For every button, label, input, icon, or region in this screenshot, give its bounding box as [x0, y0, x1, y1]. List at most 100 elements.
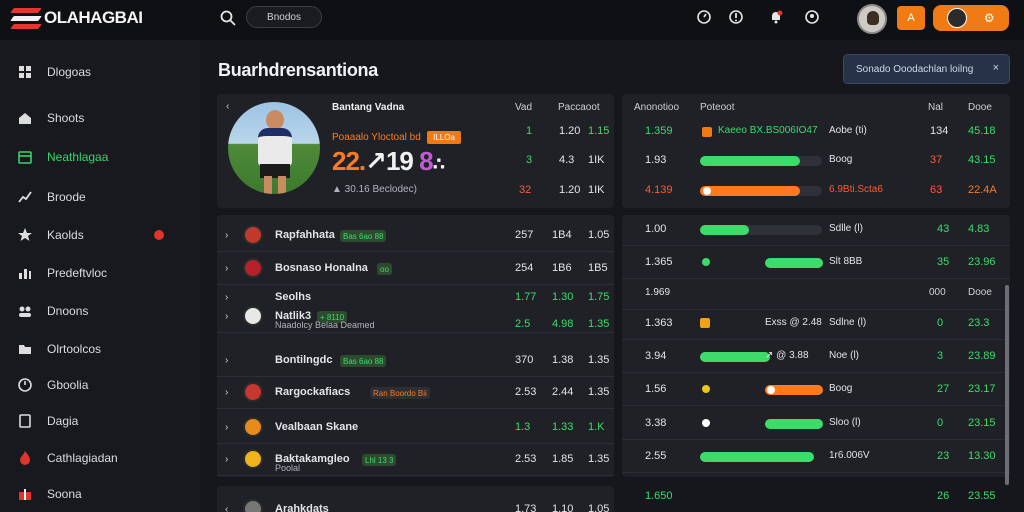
match-odds-1[interactable]: 1.73 — [515, 503, 537, 512]
match-odds-x[interactable]: 1.38 — [552, 354, 574, 366]
odds-value[interactable]: 3.38 — [645, 417, 667, 429]
notice-banner[interactable]: Sonado Ooodachlan loilng × — [843, 54, 1010, 84]
odds-value[interactable]: 3.94 — [645, 350, 667, 362]
match-odds-x[interactable]: 1B4 — [552, 229, 572, 241]
match-odds-2[interactable]: 1.35 — [588, 318, 610, 330]
match-odds-x[interactable]: 1.10 — [552, 503, 574, 512]
sidebar-item-gboolia[interactable]: Gboolia — [0, 370, 200, 400]
match-odds-x[interactable]: 1.85 — [552, 453, 574, 465]
match-odds-1[interactable]: 1.3 — [515, 421, 531, 433]
alert-icon[interactable] — [728, 9, 744, 25]
sidebar-item-neathlagaa[interactable]: Neathlagaa — [0, 142, 200, 172]
app-logo[interactable]: OLAHAGBAI — [10, 6, 143, 30]
match-odds-1[interactable]: 2.53 — [515, 386, 537, 398]
hero-stat-odds[interactable]: 1IK — [588, 184, 605, 196]
sidebar-item-kaolds[interactable]: Kaolds — [0, 220, 200, 250]
hero-stat-odds[interactable]: 1.20 — [559, 125, 581, 137]
match-odds-1[interactable]: 257 — [515, 229, 534, 241]
odds-delta[interactable]: 23.15 — [968, 417, 996, 429]
match-name[interactable]: Bosnaso Honalna — [275, 262, 368, 274]
odds-value[interactable]: 1.359 — [645, 125, 673, 137]
odds-delta[interactable]: 23.17 — [968, 383, 996, 395]
match-name[interactable]: Bontilngdc — [275, 354, 333, 366]
odds-delta[interactable]: 23.89 — [968, 350, 996, 362]
avatar[interactable] — [857, 4, 887, 34]
odds-delta[interactable]: 23.3 — [968, 317, 990, 329]
sidebar-item-soona[interactable]: Soona — [0, 479, 200, 509]
chevron-right-icon[interactable]: › — [225, 311, 229, 322]
match-odds-2[interactable]: 1.35 — [588, 386, 610, 398]
match-name[interactable]: Seolhs — [275, 291, 312, 303]
match-odds-2[interactable]: 1B5 — [588, 262, 608, 274]
match-odds-x[interactable]: 1.30 — [552, 291, 574, 303]
match-odds-2[interactable]: 1.05 — [588, 229, 610, 241]
match-odds-2[interactable]: 1.35 — [588, 453, 610, 465]
odds-value[interactable]: 1.650 — [645, 490, 673, 502]
match-odds-2[interactable]: 1.05 — [588, 503, 610, 512]
odds-value[interactable]: 2.55 — [645, 450, 667, 462]
search-icon[interactable] — [220, 10, 236, 26]
search-pill[interactable]: Bnodos — [246, 6, 322, 28]
match-name[interactable]: Rargockafiacs — [275, 386, 351, 398]
match-odds-1[interactable]: 2.53 — [515, 453, 537, 465]
chevron-right-icon[interactable]: › — [225, 292, 229, 303]
user-circle-icon[interactable] — [804, 9, 820, 25]
odds-value[interactable]: 1.363 — [645, 317, 673, 329]
sidebar-item-broode[interactable]: Broode — [0, 182, 200, 212]
odds-value[interactable]: 1.93 — [645, 154, 667, 166]
sidebar-item-dagia[interactable]: Dagia — [0, 406, 200, 436]
match-odds-x[interactable]: 1.33 — [552, 421, 574, 433]
chevron-right-icon[interactable]: › — [225, 387, 229, 398]
hero-stat-odds[interactable]: 1.15 — [588, 125, 610, 137]
match-name[interactable]: Baktakamgleo — [275, 453, 350, 465]
chevron-left-icon[interactable]: ‹ — [226, 101, 230, 112]
match-odds-x[interactable]: 2.44 — [552, 386, 574, 398]
odds-delta[interactable]: 23.55 — [968, 490, 996, 502]
odds-delta[interactable]: 43.15 — [968, 154, 996, 166]
scrollbar[interactable] — [1005, 285, 1009, 485]
chevron-right-icon[interactable]: › — [225, 230, 229, 241]
odds-delta[interactable]: 45.18 — [968, 125, 996, 137]
sidebar-item-olrtoolcos[interactable]: Olrtoolcos — [0, 334, 200, 364]
sidebar-item-dnoons[interactable]: Dnoons — [0, 296, 200, 326]
odds-value[interactable]: 4.139 — [645, 184, 673, 196]
hero-stat-odds[interactable]: 1IK — [588, 154, 605, 166]
odds-value[interactable]: 1.969 — [645, 287, 671, 298]
match-name[interactable]: Rapfahhata — [275, 229, 335, 241]
match-name[interactable]: Arahkdats — [275, 503, 329, 512]
chevron-right-icon[interactable]: › — [225, 355, 229, 366]
sidebar-item-cathlagiadan[interactable]: Cathlagiadan — [0, 443, 200, 473]
match-odds-2[interactable]: 1.35 — [588, 354, 610, 366]
match-odds-1[interactable]: 254 — [515, 262, 534, 274]
match-odds-1[interactable]: 1.77 — [515, 291, 537, 303]
match-name[interactable]: Natlik3 — [275, 310, 312, 322]
match-odds-1[interactable]: 370 — [515, 354, 534, 366]
sidebar-item-predeftvloc[interactable]: Predeftvloc — [0, 258, 200, 288]
close-icon[interactable]: × — [992, 62, 999, 74]
match-name[interactable]: Vealbaan Skane — [275, 421, 359, 433]
sidebar-item-dlogoas[interactable]: Dlogoas — [0, 57, 200, 87]
odds-delta[interactable]: 22.4A — [968, 184, 997, 196]
chevron-right-icon[interactable]: › — [225, 422, 229, 433]
chevron-right-icon[interactable]: › — [225, 263, 229, 274]
match-odds-2[interactable]: 1.K — [588, 421, 605, 433]
match-odds-1[interactable]: 2.5 — [515, 318, 531, 330]
sidebar-item-shoots[interactable]: Shoots — [0, 103, 200, 133]
hero-stat-odds[interactable]: 4.3 — [559, 154, 575, 166]
match-odds-x[interactable]: 4.98 — [552, 318, 574, 330]
account-button[interactable]: ⚙ — [933, 5, 1009, 31]
bell-icon[interactable] — [768, 9, 784, 25]
odds-value[interactable]: 1.56 — [645, 383, 667, 395]
odds-value[interactable]: 1.00 — [645, 223, 667, 235]
odds-delta[interactable]: 13.30 — [968, 450, 996, 462]
chevron-right-icon[interactable]: ‹ — [225, 504, 229, 512]
chevron-right-icon[interactable]: › — [225, 454, 229, 465]
timer-icon[interactable] — [696, 9, 712, 25]
match-odds-2[interactable]: 1.75 — [588, 291, 610, 303]
odds-delta[interactable]: Dooe — [968, 287, 992, 298]
odds-delta[interactable]: 4.83 — [968, 223, 990, 235]
wallet-button[interactable]: A — [897, 6, 925, 30]
odds-delta[interactable]: 23.96 — [968, 256, 996, 268]
hero-stat-odds[interactable]: 1.20 — [559, 184, 581, 196]
odds-value[interactable]: 1.365 — [645, 256, 673, 268]
